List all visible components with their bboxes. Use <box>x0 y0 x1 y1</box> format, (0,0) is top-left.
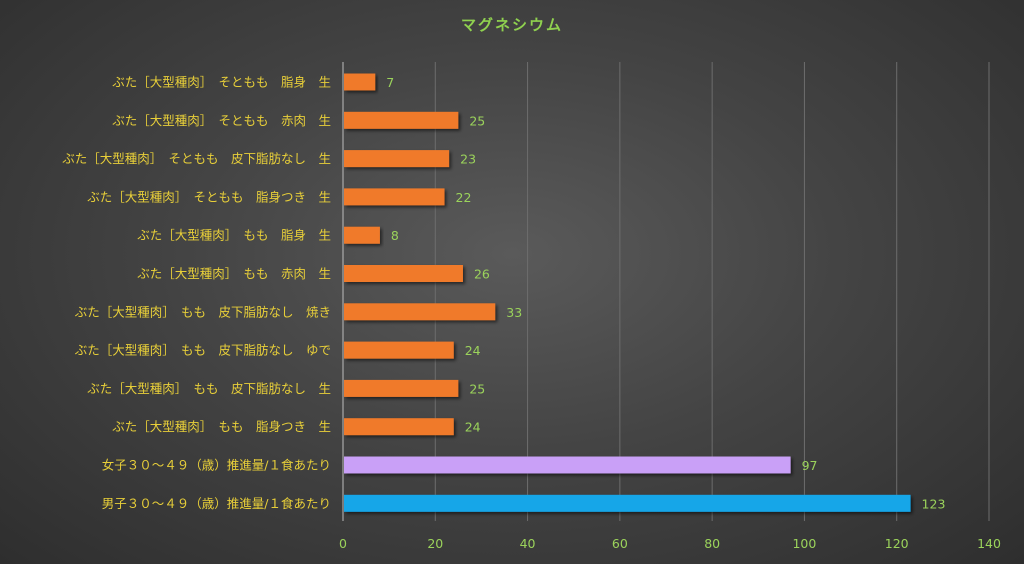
x-tick-label: 20 <box>427 536 443 551</box>
x-tick-label: 100 <box>792 536 816 551</box>
category-label: ぶた［大型種肉］ そともも 脂身つき 生 <box>87 189 331 204</box>
category-label: ぶた［大型種肉］ もも 皮下脂肪なし 生 <box>87 381 331 396</box>
category-label: ぶた［大型種肉］ もも 皮下脂肪なし 焼き <box>75 304 331 319</box>
bar <box>344 73 376 91</box>
category-label: ぶた［大型種肉］ そともも 赤肉 生 <box>112 113 331 128</box>
bar <box>344 456 791 474</box>
category-label: 女子３０～４９（歳）推進量/１食あたり <box>102 458 331 473</box>
data-label: 25 <box>469 381 485 396</box>
category-label: ぶた［大型種肉］ もも 脂身 生 <box>137 228 331 243</box>
x-tick-label: 40 <box>520 536 536 551</box>
x-tick-label: 80 <box>704 536 720 551</box>
x-tick-label: 0 <box>339 536 347 551</box>
data-label: 24 <box>465 420 481 435</box>
data-label: 23 <box>460 152 476 167</box>
data-label: 25 <box>469 113 485 128</box>
category-label: ぶた［大型種肉］ もも 皮下脂肪なし ゆで <box>75 343 331 358</box>
data-label: 8 <box>391 228 399 243</box>
bar <box>344 265 463 282</box>
bar <box>344 188 445 206</box>
bar <box>344 150 450 168</box>
bar <box>344 341 454 359</box>
category-label: ぶた［大型種肉］ もも 脂身つき 生 <box>112 419 331 434</box>
data-label: 123 <box>922 496 946 511</box>
chart-title: マグネシウム <box>460 16 563 34</box>
bar <box>344 418 454 436</box>
data-label: 7 <box>386 75 394 90</box>
bar <box>344 111 459 129</box>
bar <box>344 226 380 244</box>
data-label: 26 <box>474 267 490 282</box>
bar <box>344 494 911 512</box>
x-tick-label: 60 <box>612 536 628 551</box>
category-label: ぶた［大型種肉］ もも 赤肉 生 <box>137 266 331 281</box>
x-tick-label: 120 <box>885 536 909 551</box>
data-label: 33 <box>506 305 522 320</box>
bar <box>344 379 459 397</box>
data-label: 97 <box>802 458 818 473</box>
bar <box>344 303 496 321</box>
data-label: 22 <box>456 190 472 205</box>
x-tick-label: 140 <box>977 536 1001 551</box>
data-label: 24 <box>465 343 481 358</box>
category-label: ぶた［大型種肉］ そともも 皮下脂肪なし 生 <box>62 151 331 166</box>
category-label: 男子３０～４９（歳）推進量/１食あたり <box>102 496 331 511</box>
category-label: ぶた［大型種肉］ そともも 脂身 生 <box>112 75 331 90</box>
